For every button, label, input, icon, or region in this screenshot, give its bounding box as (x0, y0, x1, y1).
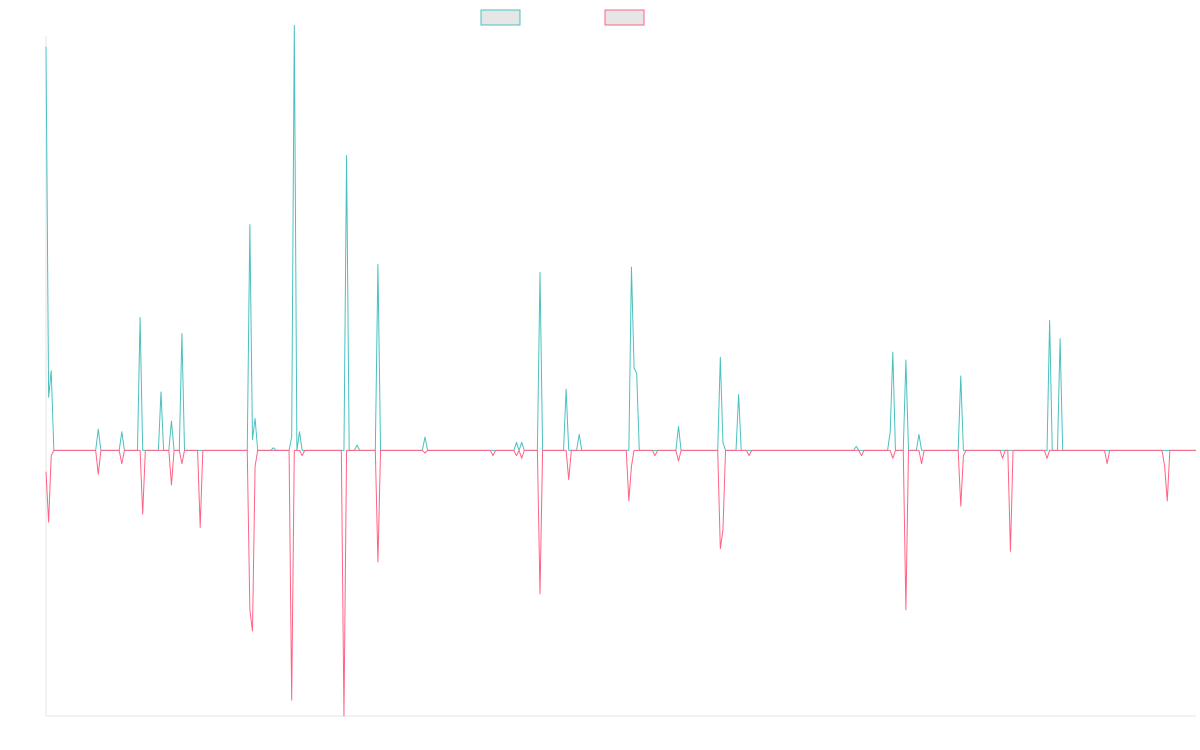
legend-swatch-series-1[interactable] (480, 9, 521, 26)
series-line-2 (45, 449, 1196, 717)
legend-swatch-series-2[interactable] (604, 9, 645, 26)
series-line-1 (45, 24, 1196, 451)
legend (480, 9, 645, 26)
series-layer (45, 24, 1196, 717)
